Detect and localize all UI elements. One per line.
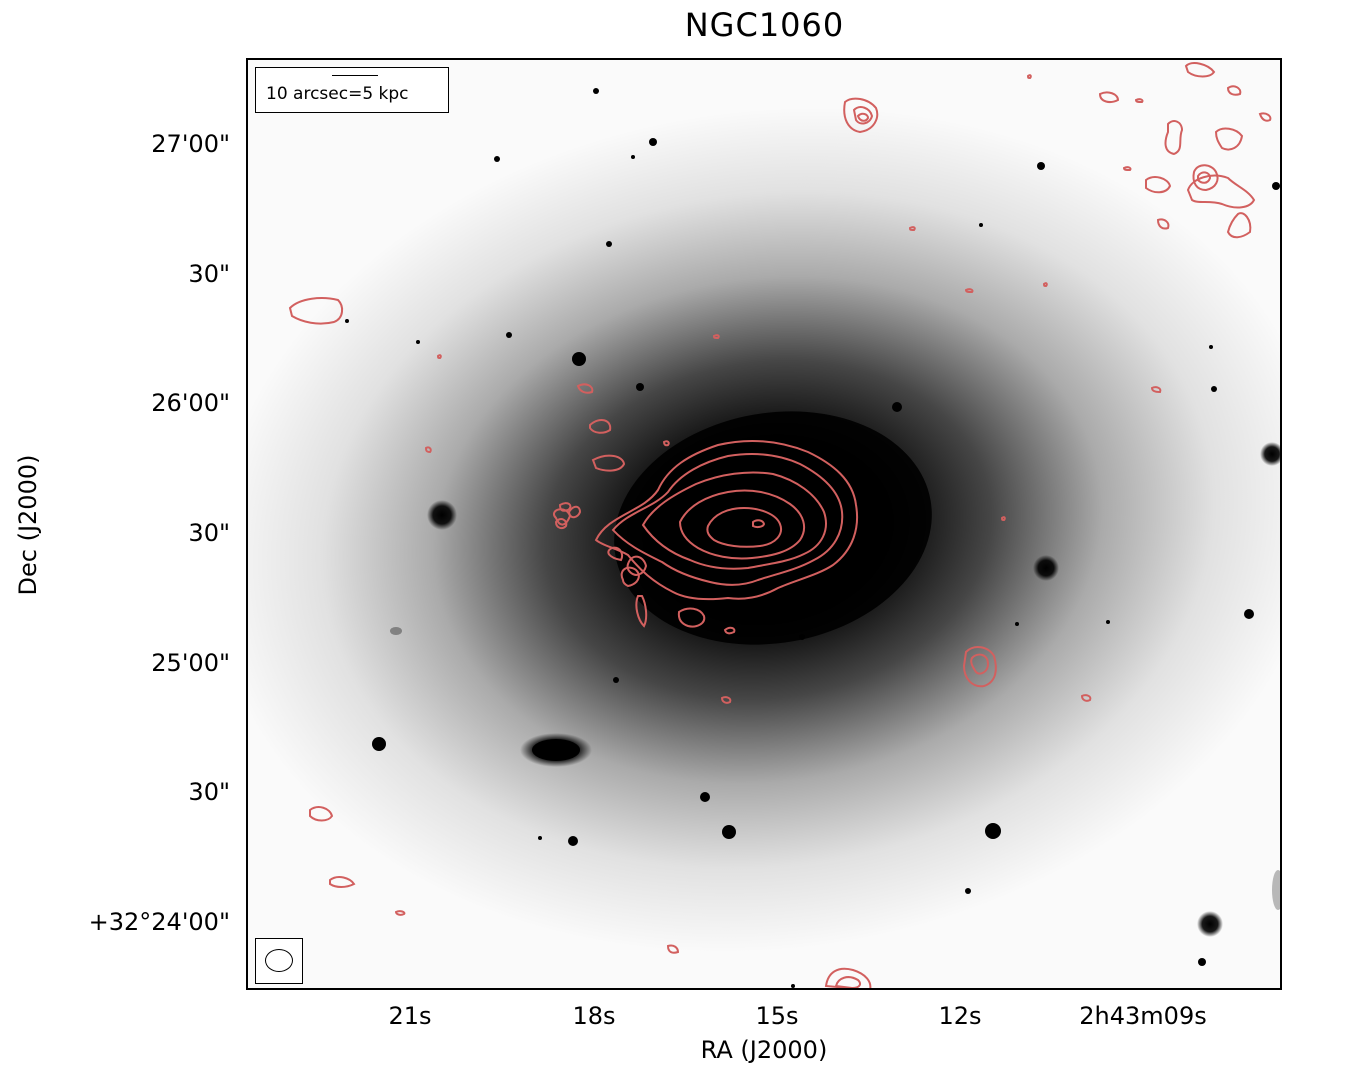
xtick-label: 2h43m09s	[1079, 1002, 1207, 1030]
ytick-label: 26'00"	[151, 389, 230, 417]
ytick-label: +32°24'00"	[88, 908, 230, 936]
figure-title: NGC1060	[684, 6, 845, 44]
beam-ellipse	[265, 949, 293, 972]
scale-bar-label: 10 arcsec=5 kpc	[266, 84, 409, 104]
xtick-label: 15s	[755, 1002, 799, 1030]
x-axis-label: RA (J2000)	[700, 1036, 828, 1064]
xtick-label: 21s	[388, 1002, 432, 1030]
xtick-label: 12s	[938, 1002, 982, 1030]
sky-image	[248, 60, 1280, 988]
scale-bar	[332, 75, 378, 76]
image-panel: 10 arcsec=5 kpc	[246, 58, 1282, 990]
ytick-label: 30"	[188, 778, 230, 806]
scale-bar-box: 10 arcsec=5 kpc	[255, 67, 449, 113]
xtick-label: 18s	[572, 1002, 616, 1030]
ytick-label: 25'00"	[151, 649, 230, 677]
stars	[345, 88, 1280, 988]
radio-contours	[288, 62, 1272, 988]
ytick-label: 30"	[188, 260, 230, 288]
ytick-label: 27'00"	[151, 130, 230, 158]
y-axis-label: Dec (J2000)	[14, 454, 42, 596]
beam-box	[255, 938, 303, 984]
ytick-label: 30"	[188, 519, 230, 547]
